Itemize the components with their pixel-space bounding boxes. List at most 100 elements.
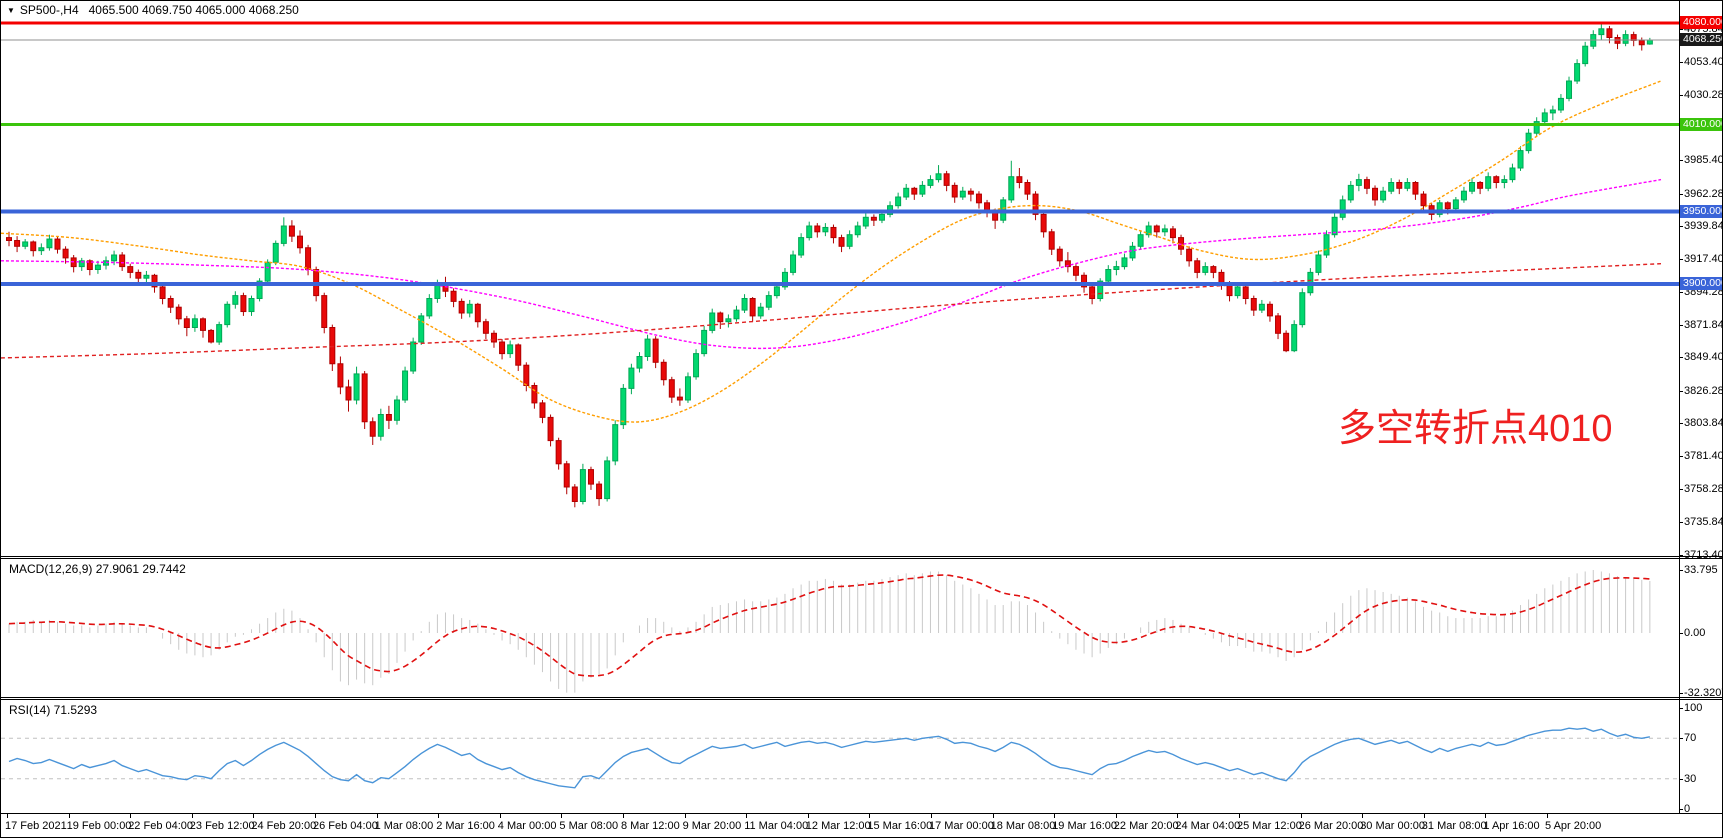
price-chart-plot[interactable] [1,1,1679,556]
moving-averages-layer [1,80,1662,423]
rsi-axis-label: 0 [1684,803,1691,815]
time-axis-label: 2 Mar 16:00 [436,820,495,832]
time-axis-label: 1 Apr 16:00 [1483,820,1540,832]
time-tick [869,814,871,818]
candle-body [490,332,497,343]
candle-body [749,298,756,317]
candle-body [321,295,328,329]
candle-body [30,241,37,252]
candle-body [369,421,376,437]
candle-body [652,338,659,363]
price-axis-border [1679,1,1680,813]
axis-tick [1679,455,1683,457]
axis-tick [1679,809,1683,810]
price-axis-label: 3849.400 [1684,351,1722,364]
price-axis-label: 3917.400 [1684,252,1722,265]
candle-body [676,396,683,401]
macd-indicator-plot[interactable] [1,559,1679,697]
candle-body [1347,184,1354,201]
candle-body [1202,266,1209,273]
price-axis[interactable]: 4075.8404053.4004030.2803985.4003962.280… [1679,1,1722,837]
candle-body [1283,332,1290,352]
candle-body [127,266,134,273]
price-axis-label: 3939.840 [1684,220,1722,233]
candle-body [1460,190,1467,201]
candle-body [1113,266,1120,271]
candle-body [151,274,158,288]
axis-tick [1679,778,1683,780]
candle-body [1630,34,1637,41]
candle-body [798,237,805,256]
candle-body [385,414,392,421]
candle-body [911,187,918,195]
time-tick [807,814,809,818]
time-axis-label: 26 Mar 20:00 [1298,820,1364,832]
candle-body [781,271,788,288]
candle-body [410,341,417,372]
price-axis-label: 4030.280 [1684,89,1722,102]
candle-body [838,237,845,247]
candle-body [1622,34,1629,44]
time-tick [438,814,440,818]
candle-body [305,247,312,270]
time-axis-label: 1 Mar 08:00 [374,820,434,832]
price-badge-3950.000: 3950.000 [1680,204,1722,218]
candle-body [1089,286,1096,299]
candle-body [935,173,942,181]
candle-body [806,225,813,239]
candle-body [288,225,295,237]
time-axis-label: 18 Mar 08:00 [990,820,1056,832]
axis-tick [1679,324,1683,326]
rsi-axis-label: 100 [1684,702,1703,714]
candle-body [531,385,538,404]
candle-body [1153,225,1160,233]
chevron-down-icon[interactable]: ▼ [7,6,15,15]
time-axis-label: 19 Mar 16:00 [1052,820,1118,832]
rsi-axis-label: 70 [1684,732,1697,745]
candle-body [54,238,61,250]
time-tick [7,814,8,818]
candle-body [587,469,594,485]
time-axis[interactable]: 17 Feb 2021 19 Feb 00:00 22 Feb 04:00 23 Fe… [1,813,1722,837]
candle-body [1186,248,1193,262]
chart-text-annotation[interactable]: 多空转折点4010 [1338,408,1613,450]
candle-body [1388,182,1395,192]
time-axis-label: 19 Feb 00:00 [66,820,132,832]
candle-body [224,303,231,326]
axis-tick [1679,160,1683,162]
candle-body [345,386,352,401]
panel-divider[interactable] [1,556,1722,559]
candle-body [1566,80,1573,99]
candle-body [1064,260,1071,268]
candle-body [499,341,506,355]
candle-body [6,237,12,242]
time-axis-label: 30 Mar 00:00 [1360,820,1426,832]
candle-body [466,303,473,314]
price-axis-label: 3803.840 [1684,417,1722,430]
candle-body [854,225,861,236]
panel-divider[interactable] [1,697,1722,700]
candle-body [1008,176,1015,201]
candle-body [846,234,853,247]
candle-body [135,271,142,279]
candle-body [539,402,546,418]
candle-body [1501,179,1508,184]
time-axis-label: 24 Feb 20:00 [251,820,317,832]
candle-body [38,247,45,252]
candle-body [1533,121,1540,134]
axis-tick [1679,522,1683,524]
candle-body [474,303,481,323]
candle-body [943,173,950,186]
candle-body [1574,63,1581,82]
time-axis-label: 4 Mar 00:00 [497,820,557,832]
rsi-indicator-plot[interactable] [1,700,1679,813]
macd-axis-label: 0.00 [1684,627,1706,639]
time-axis-label: 17 Feb 2021 [5,820,67,832]
candle-body [1582,45,1589,65]
candle-body [717,312,724,323]
time-tick [746,814,748,818]
candle-body [1081,274,1088,288]
candle-body [1549,109,1556,114]
candle-body [870,216,877,221]
axis-tick [1679,708,1683,709]
